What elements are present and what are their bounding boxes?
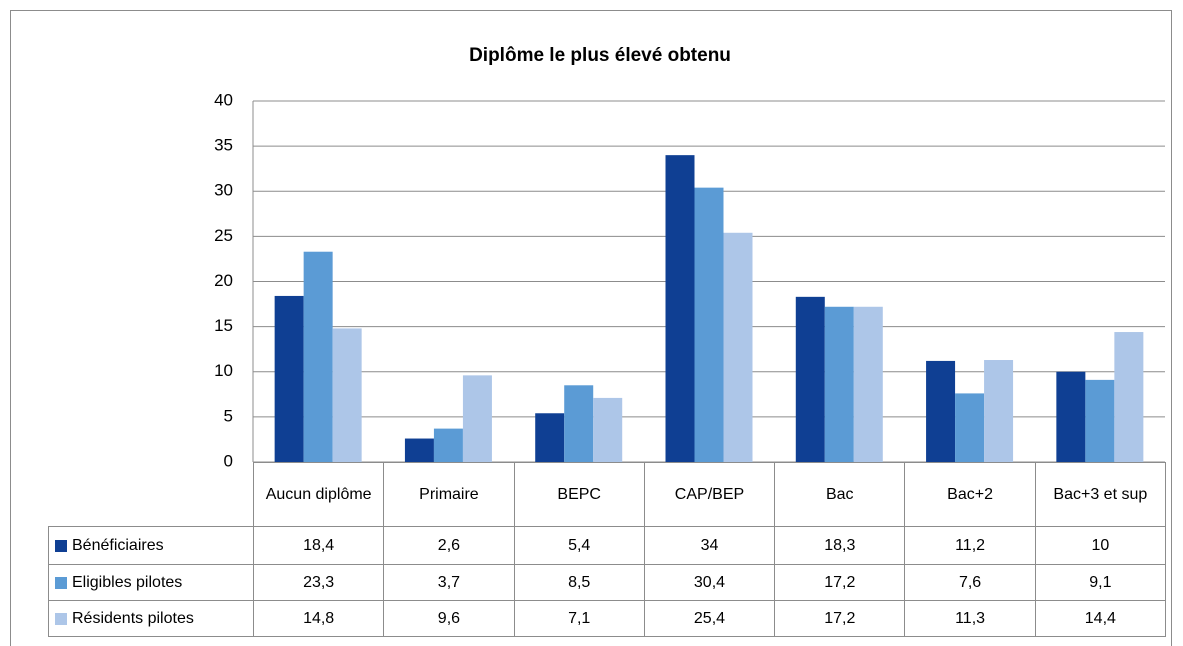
data-table-value: 23,3 bbox=[253, 564, 385, 601]
legend-label: Eligibles pilotes bbox=[72, 573, 183, 591]
data-table-value: 7,6 bbox=[904, 564, 1036, 601]
data-table-value: 9,1 bbox=[1034, 564, 1166, 601]
x-tick-label: Bac bbox=[774, 462, 906, 527]
legend-item: Bénéficiaires bbox=[48, 526, 254, 565]
data-table-value: 9,6 bbox=[383, 600, 515, 637]
legend-swatch bbox=[55, 539, 67, 552]
bar bbox=[1056, 371, 1086, 462]
chart-border bbox=[10, 10, 1172, 646]
x-tick-label: BEPC bbox=[513, 462, 645, 527]
bar bbox=[853, 306, 883, 462]
bar bbox=[332, 328, 362, 462]
bar bbox=[535, 413, 565, 462]
y-tick-label: 10 bbox=[214, 361, 233, 380]
x-tick-label: CAP/BEP bbox=[643, 462, 776, 527]
data-table-value: 5,4 bbox=[513, 526, 645, 565]
bar bbox=[926, 360, 956, 462]
y-tick-label: 25 bbox=[214, 226, 233, 245]
bar bbox=[404, 438, 434, 462]
bar bbox=[694, 187, 724, 462]
bar bbox=[665, 155, 695, 462]
data-table-value: 11,2 bbox=[904, 526, 1036, 565]
x-tick-label: Primaire bbox=[383, 462, 515, 527]
chart-title: Diplôme le plus élevé obtenu bbox=[469, 45, 731, 66]
data-table-value: 30,4 bbox=[643, 564, 776, 601]
bar bbox=[795, 296, 825, 462]
y-tick-label: 15 bbox=[214, 316, 233, 335]
bar bbox=[564, 385, 594, 462]
legend-swatch bbox=[55, 612, 67, 625]
bar bbox=[723, 232, 753, 462]
data-table-value: 17,2 bbox=[774, 600, 906, 637]
y-tick-label: 35 bbox=[214, 136, 233, 155]
data-table-value: 10 bbox=[1034, 526, 1166, 565]
y-tick-label: 40 bbox=[214, 90, 233, 109]
x-tick-label: Aucun diplôme bbox=[253, 462, 385, 527]
data-table-value: 3,7 bbox=[383, 564, 515, 601]
data-table-value: 14,8 bbox=[253, 600, 385, 637]
legend-label: Résidents pilotes bbox=[72, 609, 194, 627]
bar bbox=[984, 360, 1014, 462]
bar bbox=[593, 397, 623, 462]
data-table-value: 18,4 bbox=[253, 526, 385, 565]
legend-item: Résidents pilotes bbox=[48, 600, 254, 637]
bar bbox=[824, 306, 854, 462]
x-tick-label: Bac+2 bbox=[904, 462, 1036, 527]
data-table-value: 17,2 bbox=[774, 564, 906, 601]
y-tick-label: 20 bbox=[214, 271, 233, 290]
data-table-value: 34 bbox=[643, 526, 776, 565]
y-tick-label: 30 bbox=[214, 181, 233, 200]
legend-label: Bénéficiaires bbox=[72, 536, 164, 554]
data-table-value: 25,4 bbox=[643, 600, 776, 637]
data-table-value: 2,6 bbox=[383, 526, 515, 565]
bar bbox=[1085, 379, 1115, 462]
bar bbox=[462, 375, 492, 462]
data-table-value: 11,3 bbox=[904, 600, 1036, 637]
legend-swatch bbox=[55, 576, 67, 589]
bar bbox=[303, 251, 333, 462]
data-table-value: 18,3 bbox=[774, 526, 906, 565]
x-tick-label: Bac+3 et sup bbox=[1034, 462, 1166, 527]
data-table-value: 7,1 bbox=[513, 600, 645, 637]
bar bbox=[955, 393, 985, 462]
y-tick-label: 5 bbox=[224, 406, 233, 425]
bar bbox=[1114, 332, 1144, 462]
data-table-value: 8,5 bbox=[513, 564, 645, 601]
bar bbox=[274, 295, 304, 462]
y-tick-label: 0 bbox=[224, 451, 233, 470]
data-table-value: 14,4 bbox=[1034, 600, 1166, 637]
bar bbox=[433, 428, 463, 462]
legend-item: Eligibles pilotes bbox=[48, 564, 254, 601]
